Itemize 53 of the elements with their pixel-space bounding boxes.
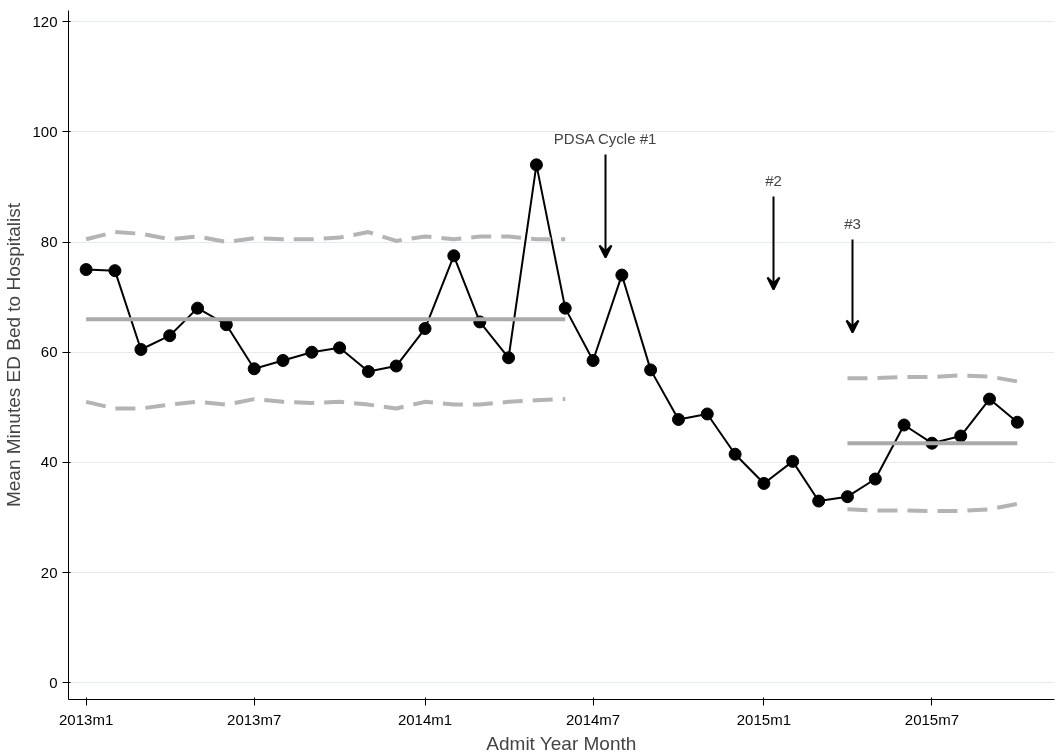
line-series: [845, 373, 1020, 384]
point: [502, 351, 516, 365]
y-axis-title: Mean Minutes ED Bed to Hospitalist: [3, 202, 25, 508]
point: [361, 365, 375, 379]
point: [305, 345, 319, 359]
y-tick-label: 80: [40, 233, 58, 250]
point: [447, 249, 461, 263]
point: [897, 418, 911, 432]
point: [700, 407, 714, 421]
point: [728, 447, 742, 461]
point: [79, 263, 93, 277]
point: [191, 301, 205, 315]
point: [1010, 415, 1024, 429]
point: [163, 329, 177, 343]
y-tick-label: 0: [49, 673, 58, 691]
line-series: [84, 397, 568, 411]
point: [108, 264, 122, 278]
line-series: [845, 501, 1020, 513]
y-tick-label: 120: [32, 12, 58, 30]
point: [840, 490, 854, 504]
point: [586, 354, 600, 367]
x-tick-label: 2015m7: [904, 710, 960, 728]
x-tick-label: 2013m1: [59, 710, 114, 728]
point: [389, 359, 403, 373]
line-series: [84, 230, 568, 244]
point: [812, 494, 826, 508]
point: [954, 429, 968, 443]
x-axis-title: Admit Year Month: [486, 732, 637, 754]
point: [529, 158, 543, 172]
point: [786, 454, 800, 468]
x-tick-label: 2013m7: [227, 710, 282, 728]
x-tick-label: 2014m7: [565, 710, 621, 728]
annotation: #3: [844, 214, 861, 232]
point: [276, 354, 290, 367]
annotation: #2: [765, 171, 782, 189]
point: [418, 322, 432, 336]
x-tick-label: 2015m1: [736, 710, 792, 728]
y-tick-label: 60: [40, 343, 58, 361]
y-tick-label: 40: [40, 453, 58, 471]
point: [868, 472, 882, 486]
point: [644, 363, 658, 377]
x-tick-label: 2014m1: [397, 710, 453, 728]
point: [983, 392, 997, 406]
annotation: PDSA Cycle #1: [553, 129, 657, 147]
point: [333, 341, 347, 355]
point: [558, 301, 572, 315]
y-tick-label: 20: [40, 563, 58, 581]
point: [134, 343, 148, 356]
y-tick-label: 100: [32, 122, 58, 140]
point: [247, 362, 261, 376]
point: [757, 476, 771, 490]
point: [615, 268, 629, 282]
point: [671, 413, 685, 426]
